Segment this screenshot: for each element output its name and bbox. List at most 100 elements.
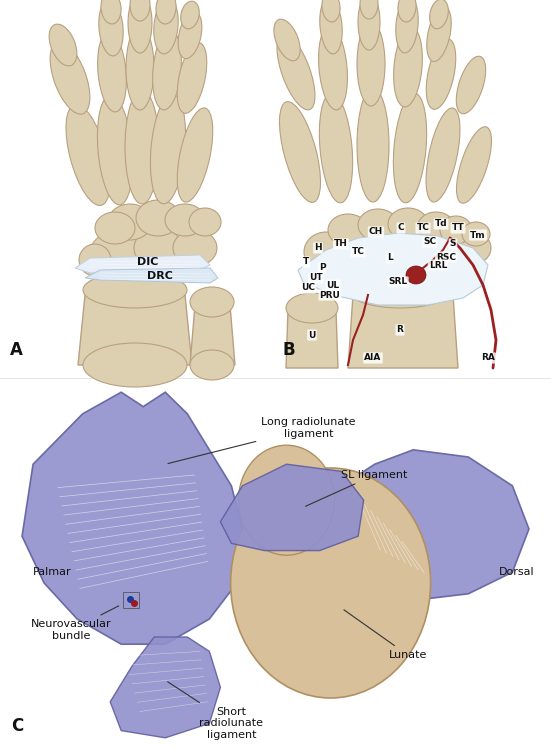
Text: SL ligament: SL ligament xyxy=(306,470,408,506)
Text: LRL: LRL xyxy=(429,260,447,269)
Polygon shape xyxy=(348,295,458,368)
Ellipse shape xyxy=(190,287,234,317)
Ellipse shape xyxy=(418,212,454,240)
Text: Lunate: Lunate xyxy=(344,610,427,660)
Ellipse shape xyxy=(189,208,221,236)
Text: AIA: AIA xyxy=(364,353,382,362)
Ellipse shape xyxy=(165,204,205,236)
Text: Dorsal: Dorsal xyxy=(499,567,534,578)
Text: RSC: RSC xyxy=(436,253,456,262)
Ellipse shape xyxy=(154,0,178,54)
Text: SRL: SRL xyxy=(388,278,408,286)
Ellipse shape xyxy=(95,212,135,244)
Polygon shape xyxy=(220,464,364,550)
Ellipse shape xyxy=(336,222,384,262)
Ellipse shape xyxy=(360,0,378,19)
Polygon shape xyxy=(110,637,220,738)
Ellipse shape xyxy=(418,222,462,258)
Text: TT: TT xyxy=(452,224,464,232)
Text: B: B xyxy=(283,341,296,359)
Ellipse shape xyxy=(348,272,452,308)
Ellipse shape xyxy=(128,0,152,53)
Text: Palmar: Palmar xyxy=(33,567,72,578)
Ellipse shape xyxy=(304,232,348,272)
Polygon shape xyxy=(78,295,192,365)
Ellipse shape xyxy=(322,0,340,22)
Ellipse shape xyxy=(150,94,186,204)
Polygon shape xyxy=(286,310,338,368)
Text: TC: TC xyxy=(417,224,429,232)
Ellipse shape xyxy=(177,43,207,113)
Ellipse shape xyxy=(398,0,416,22)
Text: Short
radiolunate
ligament: Short radiolunate ligament xyxy=(168,682,263,740)
Ellipse shape xyxy=(426,39,456,110)
Ellipse shape xyxy=(177,108,213,202)
Text: UC: UC xyxy=(301,284,315,292)
Ellipse shape xyxy=(66,104,110,206)
Text: CH: CH xyxy=(369,227,383,236)
Ellipse shape xyxy=(320,93,353,202)
Ellipse shape xyxy=(430,0,449,28)
Ellipse shape xyxy=(328,214,368,246)
Text: PRU: PRU xyxy=(320,290,341,299)
Text: H: H xyxy=(314,244,322,253)
Ellipse shape xyxy=(286,293,338,323)
Text: A: A xyxy=(10,341,23,359)
Ellipse shape xyxy=(98,95,133,205)
Ellipse shape xyxy=(108,204,152,240)
Ellipse shape xyxy=(376,217,424,257)
Ellipse shape xyxy=(440,216,472,244)
Ellipse shape xyxy=(456,56,485,114)
Ellipse shape xyxy=(426,108,460,202)
Ellipse shape xyxy=(173,230,217,266)
Ellipse shape xyxy=(457,127,491,203)
Text: Td: Td xyxy=(435,220,447,229)
Text: SC: SC xyxy=(423,238,436,247)
Ellipse shape xyxy=(101,0,121,24)
Text: R: R xyxy=(397,326,403,334)
Ellipse shape xyxy=(357,88,389,202)
Text: L: L xyxy=(387,254,393,262)
Text: C: C xyxy=(11,716,23,734)
Ellipse shape xyxy=(126,26,154,110)
Ellipse shape xyxy=(98,32,126,112)
Ellipse shape xyxy=(90,231,146,275)
Ellipse shape xyxy=(462,222,490,246)
Text: DIC: DIC xyxy=(137,257,159,267)
Text: Long radiolunate
ligament: Long radiolunate ligament xyxy=(168,418,356,464)
Ellipse shape xyxy=(79,244,111,276)
Ellipse shape xyxy=(358,209,398,241)
Ellipse shape xyxy=(320,0,342,54)
Ellipse shape xyxy=(130,0,150,21)
Ellipse shape xyxy=(318,26,348,109)
Ellipse shape xyxy=(358,0,380,50)
Text: UL: UL xyxy=(326,280,339,290)
Text: UT: UT xyxy=(309,274,323,283)
Polygon shape xyxy=(22,392,242,644)
Ellipse shape xyxy=(181,2,199,28)
Ellipse shape xyxy=(134,228,182,268)
Ellipse shape xyxy=(231,468,430,698)
Ellipse shape xyxy=(279,101,321,202)
Ellipse shape xyxy=(393,93,426,202)
Ellipse shape xyxy=(136,200,180,236)
Ellipse shape xyxy=(49,24,77,66)
Text: TH: TH xyxy=(334,239,348,248)
Ellipse shape xyxy=(83,343,187,387)
Text: T: T xyxy=(303,257,309,266)
Ellipse shape xyxy=(455,232,491,264)
Ellipse shape xyxy=(406,266,426,284)
Ellipse shape xyxy=(393,27,423,106)
Text: RA: RA xyxy=(481,353,495,362)
Text: S: S xyxy=(450,239,456,248)
Ellipse shape xyxy=(125,90,159,204)
Text: TC: TC xyxy=(352,248,364,256)
Ellipse shape xyxy=(239,446,334,555)
Ellipse shape xyxy=(277,34,315,110)
Polygon shape xyxy=(298,233,488,305)
Ellipse shape xyxy=(50,42,90,114)
Text: C: C xyxy=(398,224,404,232)
Ellipse shape xyxy=(178,11,202,58)
Ellipse shape xyxy=(357,22,385,106)
Polygon shape xyxy=(75,255,210,273)
